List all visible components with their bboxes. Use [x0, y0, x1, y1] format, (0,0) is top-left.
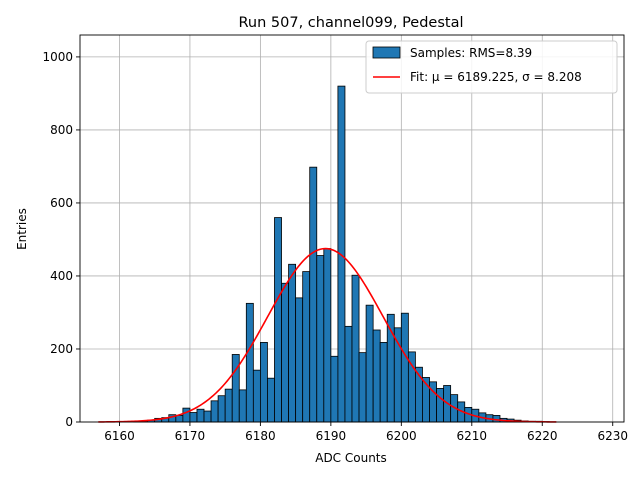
histogram-bar [196, 408, 205, 423]
histogram-bar [252, 369, 261, 423]
x-axis-label: ADC Counts [315, 451, 387, 465]
legend-histogram-swatch [372, 46, 401, 59]
y-tick-label: 0 [65, 415, 73, 429]
histogram-bar [358, 352, 367, 423]
histogram-bar [259, 342, 268, 423]
histogram-bar [309, 166, 318, 423]
histogram-bar [245, 302, 254, 423]
x-tick-label: 6180 [245, 429, 276, 443]
histogram-bar [323, 248, 332, 423]
histogram-bar [365, 304, 374, 423]
histogram-bar [231, 354, 240, 423]
histogram-bar [274, 217, 282, 423]
histogram-bar [379, 342, 388, 423]
histogram-bar [351, 274, 360, 423]
x-axis-ticks: 6160 6170 6180 6190 6200 6210 6220 6230 [104, 422, 628, 443]
histogram-bar [238, 389, 247, 423]
histogram-bar [372, 329, 381, 423]
histogram-bar [295, 297, 304, 423]
histogram-bar [203, 410, 212, 423]
x-tick-label: 6200 [386, 429, 417, 443]
plot-frame [79, 34, 625, 423]
x-tick-label: 6230 [597, 429, 628, 443]
legend-histogram-label: Samples: RMS=8.39 [410, 46, 532, 60]
x-tick-label: 6190 [316, 429, 347, 443]
x-tick-label: 6170 [175, 429, 206, 443]
x-tick-label: 6160 [104, 429, 135, 443]
histogram-bars [133, 85, 550, 423]
y-tick-label: 1000 [42, 50, 73, 64]
histogram-bar [436, 388, 445, 423]
histogram-bar [400, 312, 409, 423]
y-axis-label: Entries [15, 208, 29, 250]
y-tick-label: 600 [50, 196, 73, 210]
histogram-bar [189, 412, 198, 423]
histogram-bar [316, 255, 325, 423]
histogram-bar [267, 377, 275, 423]
gaussian-fit-curve [98, 247, 557, 423]
legend-box [365, 40, 618, 94]
histogram-bar [492, 415, 501, 423]
histogram-bar [288, 263, 297, 423]
legend: Samples: RMS=8.39 Fit: μ = 6189.225, σ =… [365, 40, 618, 94]
y-tick-label: 200 [50, 342, 73, 356]
histogram-bar [175, 415, 184, 423]
chart-title: Run 507, channel099, Pedestal [238, 15, 463, 31]
histogram-bar [217, 395, 226, 423]
y-axis-ticks: 0 200 400 600 800 1000 [42, 50, 80, 429]
x-tick-label: 6210 [457, 429, 488, 443]
histogram-bar [344, 325, 353, 423]
histogram-bar [224, 388, 233, 423]
histogram-bar [210, 400, 219, 423]
legend-fit-label: Fit: μ = 6189.225, σ = 8.208 [410, 70, 582, 84]
histogram-bar [182, 407, 191, 423]
y-tick-label: 800 [50, 123, 73, 137]
x-tick-label: 6220 [527, 429, 558, 443]
histogram-bar [281, 282, 289, 423]
histogram-bar [302, 271, 311, 423]
histogram-bar [330, 355, 339, 423]
y-tick-label: 400 [50, 269, 73, 283]
